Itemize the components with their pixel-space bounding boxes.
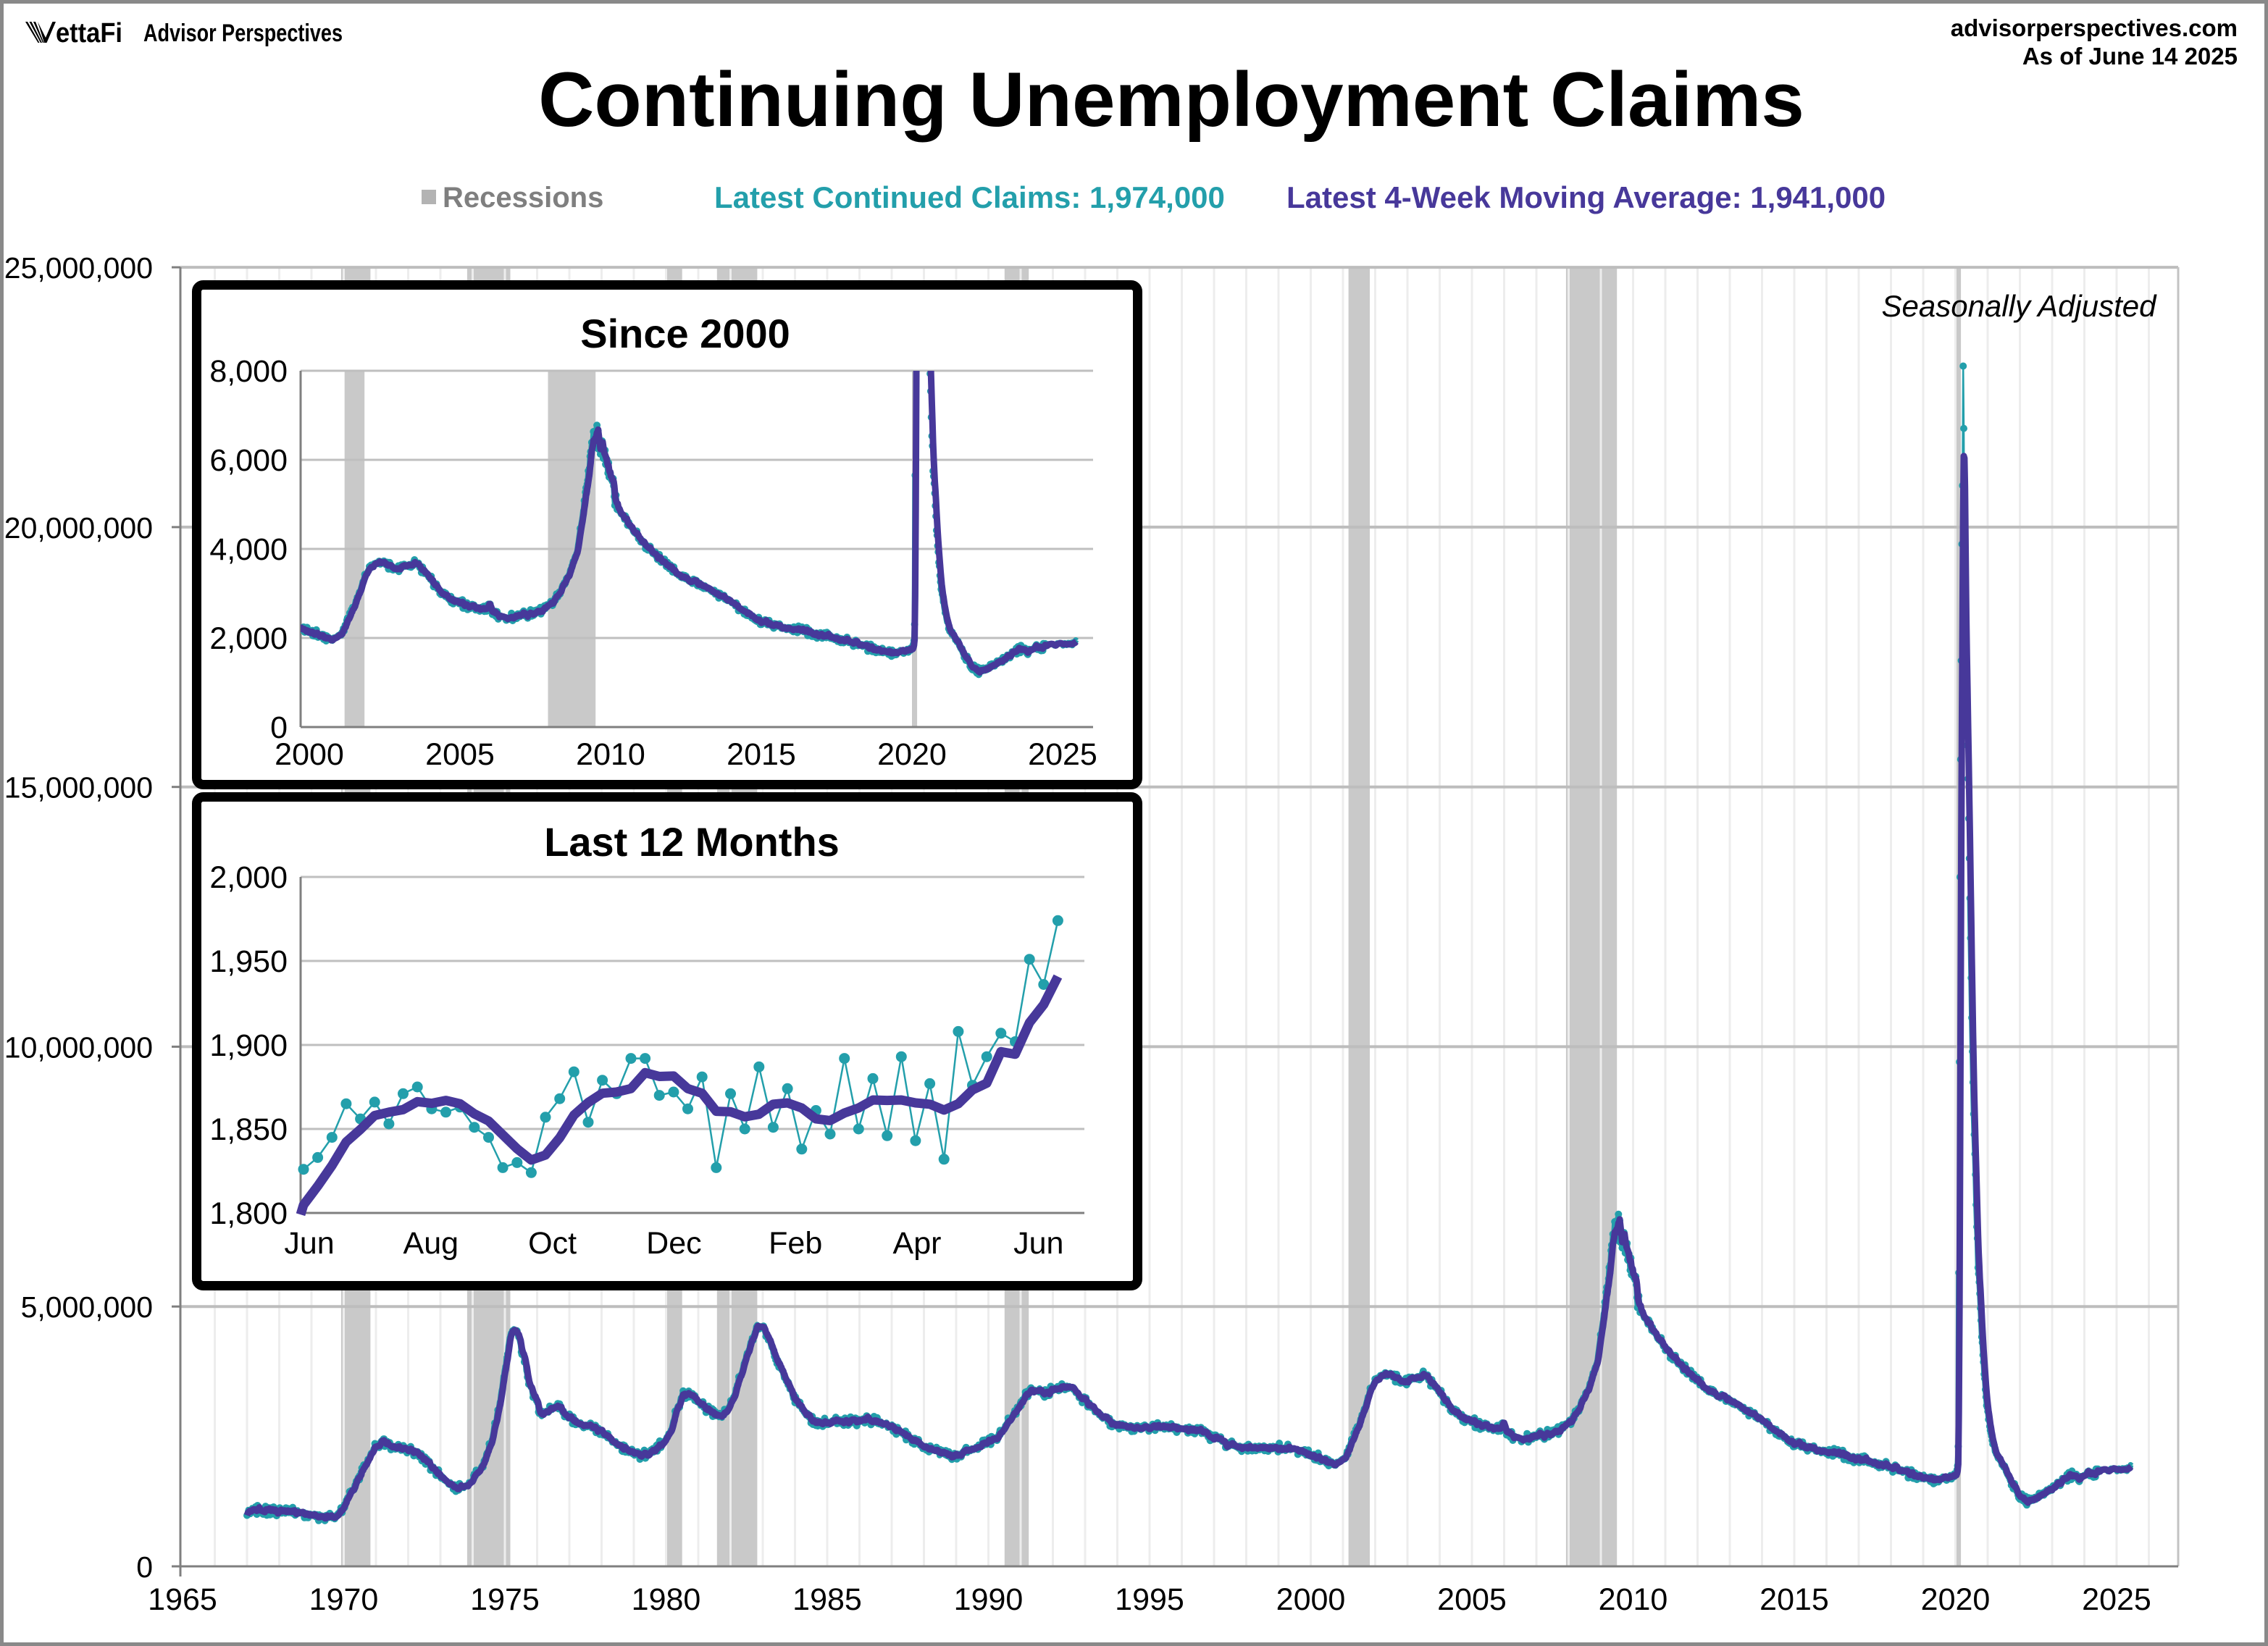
svg-text:2025: 2025 — [1028, 737, 1097, 772]
svg-text:Seasonally Adjusted: Seasonally Adjusted — [1881, 289, 2157, 323]
svg-text:Apr: Apr — [893, 1226, 942, 1261]
svg-text:5,000,000: 5,000,000 — [21, 1290, 153, 1324]
svg-text:Latest 4-Week Moving Average:: Latest 4-Week Moving Average: 1,941,000 — [1286, 180, 1886, 214]
svg-text:1970: 1970 — [309, 1582, 379, 1617]
svg-text:Oct: Oct — [528, 1226, 577, 1261]
svg-text:Last 12 Months: Last 12 Months — [544, 819, 840, 865]
svg-text:ettaFi: ettaFi — [56, 18, 122, 49]
svg-text:2015: 2015 — [727, 737, 796, 772]
svg-text:6,000: 6,000 — [209, 443, 288, 478]
svg-text:1990: 1990 — [954, 1582, 1024, 1617]
svg-text:1,900: 1,900 — [209, 1028, 288, 1063]
svg-text:Latest Continued Claims: 1,974: Latest Continued Claims: 1,974,000 — [714, 180, 1225, 214]
svg-text:1995: 1995 — [1115, 1582, 1184, 1617]
svg-text:2010: 2010 — [576, 737, 645, 772]
svg-text:2025: 2025 — [2082, 1582, 2151, 1617]
svg-text:2005: 2005 — [1437, 1582, 1507, 1617]
svg-text:8,000: 8,000 — [209, 354, 288, 389]
svg-text:Dec: Dec — [646, 1226, 701, 1261]
svg-text:1975: 1975 — [470, 1582, 540, 1617]
svg-text:4,000: 4,000 — [209, 532, 288, 567]
svg-text:Jun: Jun — [1013, 1226, 1063, 1261]
svg-text:Feb: Feb — [769, 1226, 822, 1261]
svg-text:2000: 2000 — [275, 737, 344, 772]
svg-text:2000: 2000 — [1276, 1582, 1346, 1617]
svg-text:20,000,000: 20,000,000 — [4, 511, 153, 545]
svg-text:0: 0 — [136, 1550, 153, 1584]
svg-text:Continuing Unemployment Claims: Continuing Unemployment Claims — [538, 56, 1804, 143]
svg-text:10,000,000: 10,000,000 — [4, 1030, 153, 1064]
svg-text:15,000,000: 15,000,000 — [4, 771, 153, 805]
svg-text:Aug: Aug — [403, 1226, 459, 1261]
svg-text:2010: 2010 — [1599, 1582, 1668, 1617]
svg-text:2,000: 2,000 — [209, 860, 288, 895]
svg-text:Since 2000: Since 2000 — [580, 311, 790, 356]
svg-text:Jun: Jun — [284, 1226, 334, 1261]
svg-text:Advisor Perspectives: Advisor Perspectives — [143, 20, 343, 47]
svg-text:advisorperspectives.com: advisorperspectives.com — [1951, 14, 2238, 41]
svg-text:1,950: 1,950 — [209, 944, 288, 979]
svg-text:1980: 1980 — [632, 1582, 701, 1617]
svg-text:1965: 1965 — [148, 1582, 217, 1617]
svg-text:1,850: 1,850 — [209, 1112, 288, 1147]
svg-text:1,800: 1,800 — [209, 1196, 288, 1231]
svg-text:2,000: 2,000 — [209, 621, 288, 656]
svg-text:0: 0 — [270, 710, 288, 745]
svg-text:2020: 2020 — [1921, 1582, 1991, 1617]
svg-text:2020: 2020 — [877, 737, 947, 772]
svg-text:2015: 2015 — [1759, 1582, 1829, 1617]
svg-text:As of June 14 2025: As of June 14 2025 — [2022, 43, 2238, 70]
svg-text:1985: 1985 — [792, 1582, 862, 1617]
svg-text:Recessions: Recessions — [443, 182, 603, 214]
svg-text:25,000,000: 25,000,000 — [4, 251, 153, 285]
svg-text:2005: 2005 — [425, 737, 495, 772]
